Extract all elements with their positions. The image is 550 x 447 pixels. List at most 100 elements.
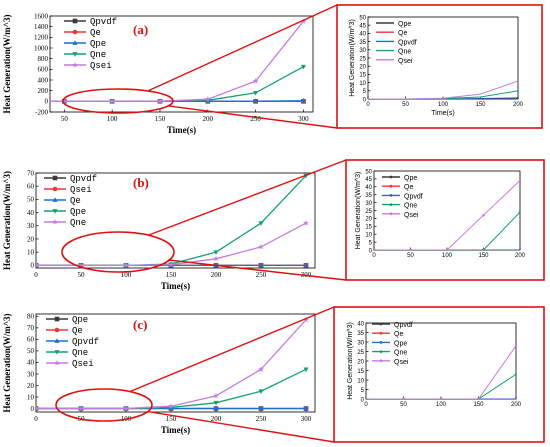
panel-c-zoom-legend-marker (379, 331, 383, 335)
panel-a-zoom-y-tick-label: 15 (359, 73, 366, 79)
panel-a-main-point-Qpe (14, 99, 19, 104)
panel-c-main-point-Qsei (36, 405, 39, 411)
panel-b-zoom-point-Qpvdf (518, 248, 520, 250)
panel-b-zoom-legend-marker (389, 194, 393, 197)
panel-a-main-point-Qpvdf (14, 99, 19, 104)
panel-b-zoom-series-group (374, 179, 520, 250)
panel-c-zoom-legend-label: Qpe (394, 340, 407, 347)
panel-c-main-legend-marker (54, 350, 60, 355)
panel-c-main-legend-label: Qne (72, 348, 88, 358)
panel-b-connector-bottom (168, 259, 347, 281)
panel-b-main-legend-marker (52, 186, 58, 192)
panel-b-main-y-tick-label: 40 (27, 209, 35, 217)
panel-a-zoom-y-tick-label: 25 (359, 56, 366, 62)
panel-b-zoom-point-Qsei (409, 248, 412, 250)
panel-b-main-y-tick-label: 20 (27, 235, 35, 243)
panel-c-main-y-tick-label: 80 (27, 313, 35, 321)
panel-c-zoom-region-ellipse (55, 388, 153, 422)
panel-a-main-y-axis-label: Heat Generation(W/m^3) (2, 15, 12, 114)
panel-a-main-x-axis-label: Time(s) (167, 125, 196, 135)
panel-a-main-series-line-Qsei (50, 20, 304, 102)
panel-a-zoom-y-tick-label: 35 (359, 40, 366, 46)
panel-a-zoom-x-axis-label: Time(s) (431, 110, 454, 117)
panel-b-main-point-Qne (123, 262, 129, 268)
panel-a-zoom-legend-label: Qne (398, 49, 411, 56)
panel-b-zoom-y-tick-label: 10 (365, 233, 372, 239)
panel-a-main-legend-label: Qpe (90, 39, 106, 49)
panel-c-main-x-tick-label: 300 (301, 415, 312, 423)
panel-b-main-x-tick-label: 250 (256, 271, 267, 279)
panel-c-connector-bottom (147, 410, 335, 443)
panel-c-zoom-x-tick-label: 150 (473, 402, 484, 408)
panel-b-main-y-tick-label: 70 (27, 169, 35, 177)
panel-a-zoom-legend-label: Qe (398, 30, 407, 37)
panel-c-main-x-tick-label: 150 (166, 415, 177, 423)
panel-b-zoom-y-tick-label: 30 (365, 201, 372, 207)
panel-a-main-legend-label: Qpvdf (90, 17, 117, 27)
panel-b-zoom-y-tick-label: 20 (365, 217, 372, 223)
panel-a-zoom-legend-label: Qpe (398, 21, 411, 28)
panel-b-main-legend-marker (52, 197, 58, 202)
panel-b-main-legend-label: Qpvdf (70, 174, 97, 184)
panel-c-zoom-highlight-box (333, 306, 545, 443)
panel-c-main-point-Qpvdf (258, 405, 264, 411)
panel-b-zoom-axes-frame (373, 170, 521, 251)
panel-b-zoom-x-tick-label: 150 (478, 253, 489, 259)
panel-c-zoom-x-tick-label: 0 (364, 402, 368, 408)
panel-a-zoom-y-tick-label: 40 (359, 32, 366, 38)
panel-b-main-point-Qe (303, 262, 309, 268)
panel-c-main-point-Qne (213, 400, 219, 406)
panel-a-main-point-Qsei (14, 98, 20, 103)
panel-b-zoom-legend-label: Qe (404, 184, 413, 191)
panel-a-main-point-Qsei (157, 98, 163, 104)
panel-b-main-plot: 050100150200250300010203040506070Time(s)… (2, 169, 316, 291)
panel-a-main-point-Qsei (61, 98, 68, 104)
panel-a-zoom-y-tick-label: 10 (359, 81, 366, 87)
panel-c-main-x-tick-label: 0 (34, 415, 38, 423)
panel-c-main-legend-marker (54, 338, 60, 343)
panel-c-zoom-legend-label: Qpvdf (394, 322, 413, 329)
panel-c-zoom-legend-marker (379, 341, 383, 344)
panel-b-zoom-y-axis-label: Heat Generation(W/m^3) (355, 172, 362, 250)
panel-a-zoom-series-group (368, 80, 518, 99)
panel-a-main-series-group (14, 18, 307, 105)
panel-a-main-legend-marker (72, 52, 78, 57)
panel-b-main-y-axis-label: Heat Generation(W/m^3) (2, 171, 12, 270)
panel-c-zoom-y-tick-label: 30 (357, 340, 364, 346)
panel-b-zoom-x-tick-label: 0 (372, 253, 376, 259)
panel-a-zoom-x-tick-label: 150 (475, 102, 486, 108)
panel-c-zoom-legend-marker (379, 322, 383, 326)
panel-c-main-series-group (36, 316, 309, 412)
panel-c-main-legend-label: Qpe (72, 315, 88, 325)
panel-c-zoom-point-Qsei (439, 397, 443, 399)
panel-a-zoom-legend: Qpe Qe Qpvdf Qne Qsei (376, 21, 417, 65)
panel-a-main-point-Qpe (253, 98, 259, 103)
panel-a-main-x-tick-label: 50 (61, 115, 69, 123)
panel-a-zoom-y-tick-label: 20 (359, 65, 366, 71)
panel-b-main-point-Qne (168, 261, 174, 268)
panel-b-zoom-legend-label: Qne (404, 203, 417, 210)
panel-b-main-point-Qpe (213, 250, 219, 255)
panel-b-zoom-y-tick-label: 15 (365, 225, 372, 231)
panel-c-zoom-series-line-Qsei (366, 345, 516, 399)
panel-a-main-x-tick-label: 300 (298, 115, 309, 123)
panel-b-main-point-Qne (78, 262, 84, 268)
panel-c-main-y-tick-label: 40 (27, 359, 35, 367)
panel-b-zoom-point-Qsei (482, 213, 485, 217)
panel-c-main-legend-label: Qe (72, 326, 83, 336)
panel-b-main-series-group (36, 173, 309, 268)
panel-c-zoom-point-Qne (514, 373, 516, 376)
panel-c-main-legend-marker (54, 316, 60, 322)
panel-c-zoom-legend-marker (379, 350, 383, 353)
panel-c-main-point-Qsei (303, 316, 309, 323)
panel-c-zoom-point-Qpe (514, 397, 516, 399)
panel-c-zoom-series-group (366, 344, 516, 399)
panel-b-main-y-tick-label: 30 (27, 222, 35, 230)
panel-b-main-legend-marker (52, 209, 58, 214)
panel-a-main-point-Qne (14, 99, 19, 104)
panel-b-zoom-x-tick-label: 100 (442, 253, 453, 259)
panel-c-main-legend-marker (54, 360, 60, 366)
